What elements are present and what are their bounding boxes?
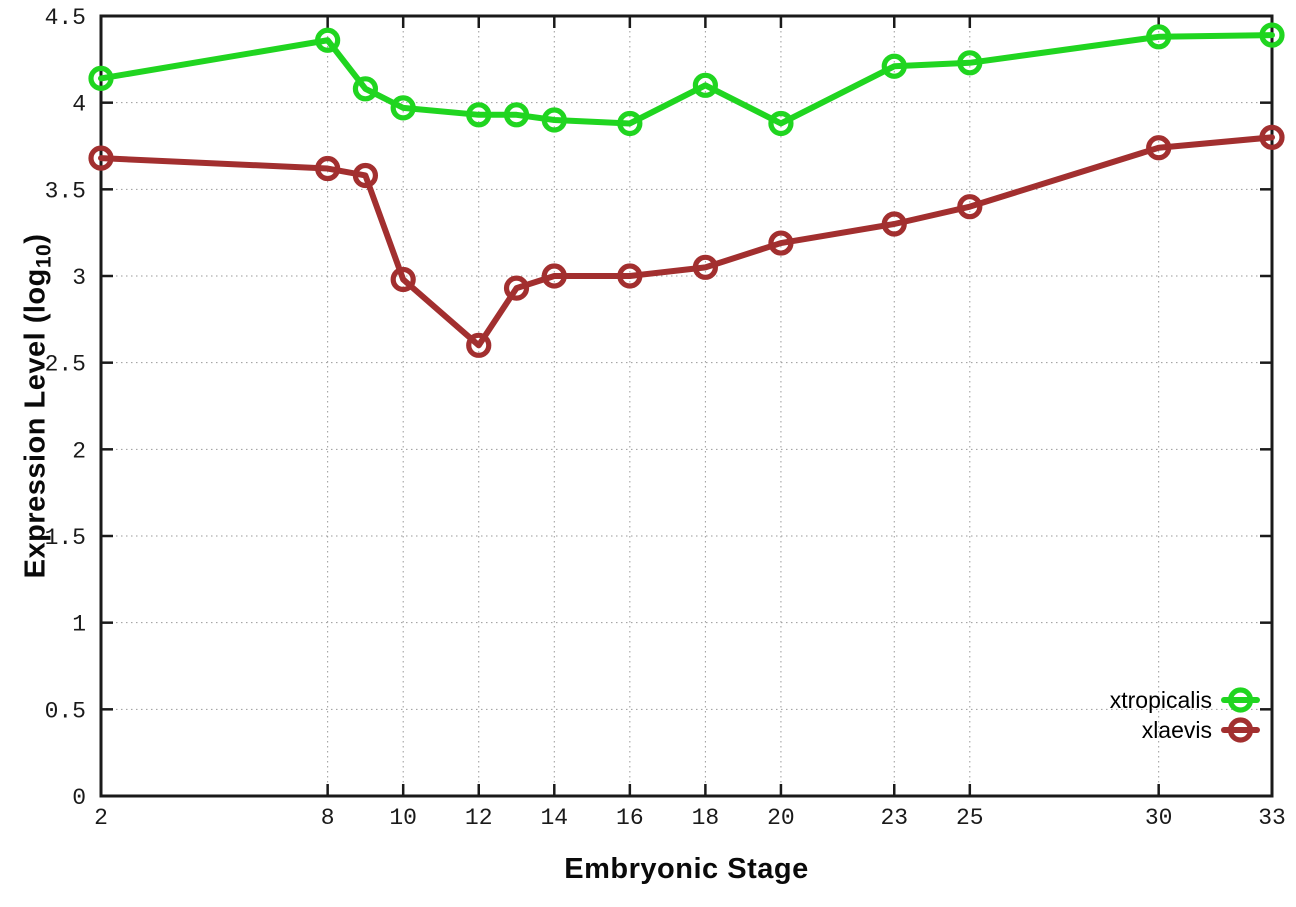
data-point-xtropicalis bbox=[881, 53, 907, 79]
y-tick-label: 1 bbox=[72, 612, 86, 638]
legend-label-xlaevis: xlaevis bbox=[1142, 717, 1212, 743]
y-tick-label: 3 bbox=[72, 265, 86, 291]
data-point-xlaevis bbox=[503, 275, 530, 301]
y-tick-label: 0.5 bbox=[45, 698, 86, 724]
x-tick-label: 25 bbox=[956, 805, 984, 831]
data-point-xtropicalis bbox=[617, 110, 643, 137]
x-tick-label: 23 bbox=[880, 805, 908, 831]
data-point-xtropicalis bbox=[692, 72, 718, 98]
data-point-xtropicalis bbox=[503, 102, 530, 128]
x-tick-label: 12 bbox=[465, 805, 493, 831]
y-tick-label: 2.5 bbox=[45, 352, 86, 378]
data-point-xlaevis bbox=[352, 162, 379, 189]
data-point-xtropicalis bbox=[1259, 22, 1285, 48]
x-tick-label: 18 bbox=[692, 805, 720, 831]
data-point-xtropicalis bbox=[466, 102, 492, 128]
data-point-xlaevis bbox=[390, 266, 416, 293]
y-tick-label: 1.5 bbox=[45, 525, 86, 551]
data-point-xtropicalis bbox=[315, 27, 341, 53]
x-tick-label: 20 bbox=[767, 805, 795, 831]
legend-sample-marker-xlaevis bbox=[1227, 717, 1254, 743]
data-point-xtropicalis bbox=[88, 65, 114, 92]
y-tick-label: 2 bbox=[72, 438, 86, 464]
x-tick-label: 10 bbox=[389, 805, 417, 831]
data-point-xlaevis bbox=[466, 332, 492, 358]
x-tick-label: 8 bbox=[321, 805, 335, 831]
y-tick-label: 0 bbox=[72, 785, 86, 811]
y-axis-title-subscript: 10 bbox=[32, 243, 56, 269]
data-point-xlaevis bbox=[881, 211, 907, 237]
legend-sample-marker-xtropicalis bbox=[1227, 687, 1254, 713]
data-point-xtropicalis bbox=[957, 50, 983, 76]
x-axis-title: Embryonic Stage bbox=[564, 853, 809, 885]
data-point-xlaevis bbox=[617, 263, 643, 289]
data-point-xlaevis bbox=[88, 145, 114, 171]
x-tick-label: 16 bbox=[616, 805, 644, 831]
data-point-xlaevis bbox=[1259, 124, 1285, 150]
series-line-xlaevis bbox=[98, 134, 1275, 349]
data-point-xtropicalis bbox=[768, 110, 794, 137]
legend-label-xtropicalis: xtropicalis bbox=[1110, 687, 1212, 713]
plot-border bbox=[99, 14, 1274, 798]
y-tick-label: 3.5 bbox=[45, 178, 86, 204]
data-point-xlaevis bbox=[1146, 135, 1172, 161]
x-tick-label: 2 bbox=[94, 805, 108, 831]
data-point-xtropicalis bbox=[1146, 24, 1172, 50]
data-point-xtropicalis bbox=[352, 76, 379, 102]
x-tick-label: 33 bbox=[1258, 805, 1286, 831]
y-axis-title: Expression Level (log10) bbox=[19, 233, 56, 579]
data-point-xtropicalis bbox=[390, 95, 416, 121]
y-tick-label: 4.5 bbox=[45, 5, 86, 31]
x-tick-label: 30 bbox=[1145, 805, 1173, 831]
x-tick-label: 14 bbox=[540, 805, 568, 831]
data-point-xlaevis bbox=[315, 155, 341, 182]
y-tick-label: 4 bbox=[72, 92, 86, 118]
data-point-xlaevis bbox=[541, 263, 567, 289]
y-axis-title-close: ) bbox=[19, 233, 52, 244]
data-point-xlaevis bbox=[692, 254, 718, 280]
data-point-xlaevis bbox=[957, 194, 983, 220]
data-point-xtropicalis bbox=[541, 107, 567, 133]
data-point-xlaevis bbox=[768, 230, 794, 256]
y-axis-title-main: Expression Level (log bbox=[19, 268, 52, 579]
series-line-xtropicalis bbox=[98, 32, 1275, 127]
